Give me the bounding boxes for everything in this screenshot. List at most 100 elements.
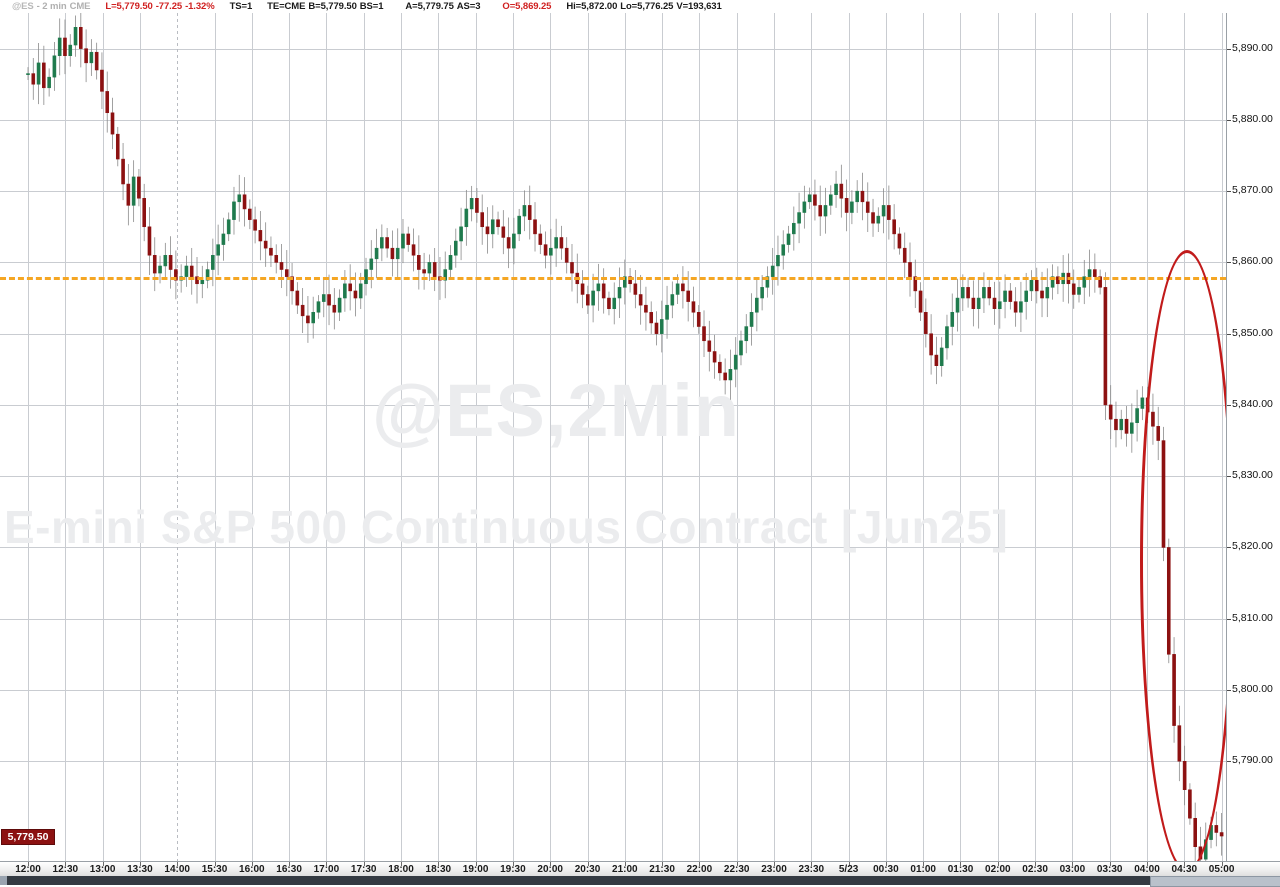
gridline-horizontal xyxy=(0,119,1226,121)
gridline-horizontal xyxy=(0,404,1226,406)
price-tick xyxy=(1227,689,1231,691)
gridline-vertical xyxy=(625,13,626,861)
time-axis-label: 04:00 xyxy=(1134,864,1160,875)
price-axis-label: 5,850.00 xyxy=(1232,326,1273,339)
gridline-vertical xyxy=(140,13,141,861)
time-tick xyxy=(1184,862,1185,866)
time-tick xyxy=(1072,862,1073,866)
resistance-level-line xyxy=(0,276,1226,280)
gridline-vertical xyxy=(737,13,738,861)
price-axis-label: 5,860.00 xyxy=(1232,255,1273,268)
price-axis-label: 5,890.00 xyxy=(1232,41,1273,54)
gridline-vertical xyxy=(960,13,961,861)
time-tick xyxy=(289,862,290,866)
time-axis-label: 5/23 xyxy=(838,864,859,875)
gridline-vertical xyxy=(998,13,999,861)
watermark-primary: @ES,2Min xyxy=(372,369,740,452)
time-tick xyxy=(326,862,327,866)
price-tick xyxy=(1227,761,1231,763)
quote-bid: B=5,779.50 xyxy=(308,1,357,12)
time-tick xyxy=(1222,862,1223,866)
gridline-vertical xyxy=(886,13,887,861)
time-axis-label: 23:30 xyxy=(798,864,825,875)
time-tick xyxy=(513,862,514,866)
time-tick xyxy=(737,862,738,866)
price-axis-label: 5,840.00 xyxy=(1232,397,1273,410)
scrollbar-thumb[interactable] xyxy=(1150,876,1280,887)
quote-last: L=5,779.50 xyxy=(105,1,153,12)
time-axis-label: 02:30 xyxy=(1022,864,1048,875)
price-tick xyxy=(1227,547,1231,549)
time-axis-label: 21:30 xyxy=(649,864,675,875)
time-axis-label: 18:30 xyxy=(425,864,452,875)
gridline-horizontal xyxy=(0,262,1226,264)
chart-plot-area[interactable]: @ES,2Min E-mini S&P 500 Continuous Contr… xyxy=(0,13,1226,861)
gridline-vertical xyxy=(811,13,812,861)
price-tick xyxy=(1227,48,1231,50)
quote-change: -77.25 xyxy=(155,1,183,12)
time-axis-label: 03:00 xyxy=(1059,864,1086,875)
price-axis-label: 5,830.00 xyxy=(1232,469,1273,482)
gridline-vertical xyxy=(364,13,365,861)
time-axis-label: 23:00 xyxy=(761,864,787,875)
gridline-vertical xyxy=(662,13,663,861)
scrollbar-left-cap[interactable] xyxy=(0,876,7,885)
gridline-vertical xyxy=(28,13,29,861)
gridline-horizontal xyxy=(0,333,1226,335)
price-tick xyxy=(1227,333,1231,335)
quote-ask: A=5,779.75 xyxy=(405,1,454,12)
time-axis-label: 21:00 xyxy=(612,864,638,875)
quote-symbol[interactable]: @ES xyxy=(12,1,34,12)
time-axis[interactable]: 12:00 12:30 13:00 13:30 14:00 15:30 16:00 16:30… xyxy=(0,861,1280,878)
time-axis-label: 14:00 xyxy=(164,864,190,875)
time-tick xyxy=(588,862,589,866)
time-axis-label: 03:30 xyxy=(1096,864,1123,875)
last-price-tag: 5,779.50 xyxy=(1,829,55,846)
gridline-vertical xyxy=(65,13,66,861)
watermark-secondary: E-mini S&P 500 Continuous Contract [Jun2… xyxy=(4,501,1009,553)
quote-bid-size: BS=1 xyxy=(359,1,384,12)
time-axis-label: 12:00 xyxy=(15,864,41,875)
price-axis-label: 5,790.00 xyxy=(1232,754,1273,767)
gridline-vertical xyxy=(588,13,589,861)
price-axis-label: 5,880.00 xyxy=(1232,112,1273,125)
time-axis-label: 12:30 xyxy=(52,864,79,875)
gridline-vertical xyxy=(550,13,551,861)
quote-ask-size: AS=3 xyxy=(456,1,481,12)
quote-change-pct: -1.32% xyxy=(185,1,215,12)
time-axis-label: 22:30 xyxy=(723,864,750,875)
time-tick xyxy=(774,862,775,866)
price-axis-label: 5,820.00 xyxy=(1232,540,1273,553)
price-tick xyxy=(1227,476,1231,478)
time-axis-label: 16:00 xyxy=(239,864,265,875)
time-axis-label: 01:00 xyxy=(910,864,936,875)
gridline-horizontal xyxy=(0,689,1226,691)
time-tick xyxy=(28,862,29,866)
time-tick xyxy=(476,862,477,866)
gridline-vertical xyxy=(438,13,439,861)
gridline-vertical xyxy=(215,13,216,861)
gridline-vertical xyxy=(849,13,850,861)
gridline-horizontal xyxy=(0,191,1226,193)
horizontal-scrollbar[interactable] xyxy=(0,876,1280,887)
price-axis-label: 5,870.00 xyxy=(1232,184,1273,197)
gridline-vertical xyxy=(774,13,775,861)
time-axis-label: 13:00 xyxy=(89,864,116,875)
time-tick xyxy=(1147,862,1148,866)
price-axis[interactable]: 5,890.00 5,880.00 5,870.00 5,860.00 5,850.00… xyxy=(1226,13,1280,861)
gridline-vertical xyxy=(252,13,253,861)
gridline-horizontal xyxy=(0,761,1226,763)
time-tick xyxy=(699,862,700,866)
gridline-horizontal xyxy=(0,547,1226,549)
time-tick xyxy=(1110,862,1111,866)
time-axis-label: 20:30 xyxy=(574,864,601,875)
time-tick xyxy=(364,862,365,866)
time-axis-label: 05:00 xyxy=(1208,864,1235,875)
time-axis-label: 18:00 xyxy=(388,864,414,875)
time-axis-label: 22:00 xyxy=(686,864,713,875)
quote-header-bar: @ES - 2 min CME L=5,779.50 -77.25 -1.32%… xyxy=(0,0,1280,13)
price-tick xyxy=(1227,618,1231,620)
time-axis-label: 04:30 xyxy=(1171,864,1198,875)
quote-trade-size: TS=1 xyxy=(229,1,253,12)
price-axis-label: 5,800.00 xyxy=(1232,682,1273,695)
